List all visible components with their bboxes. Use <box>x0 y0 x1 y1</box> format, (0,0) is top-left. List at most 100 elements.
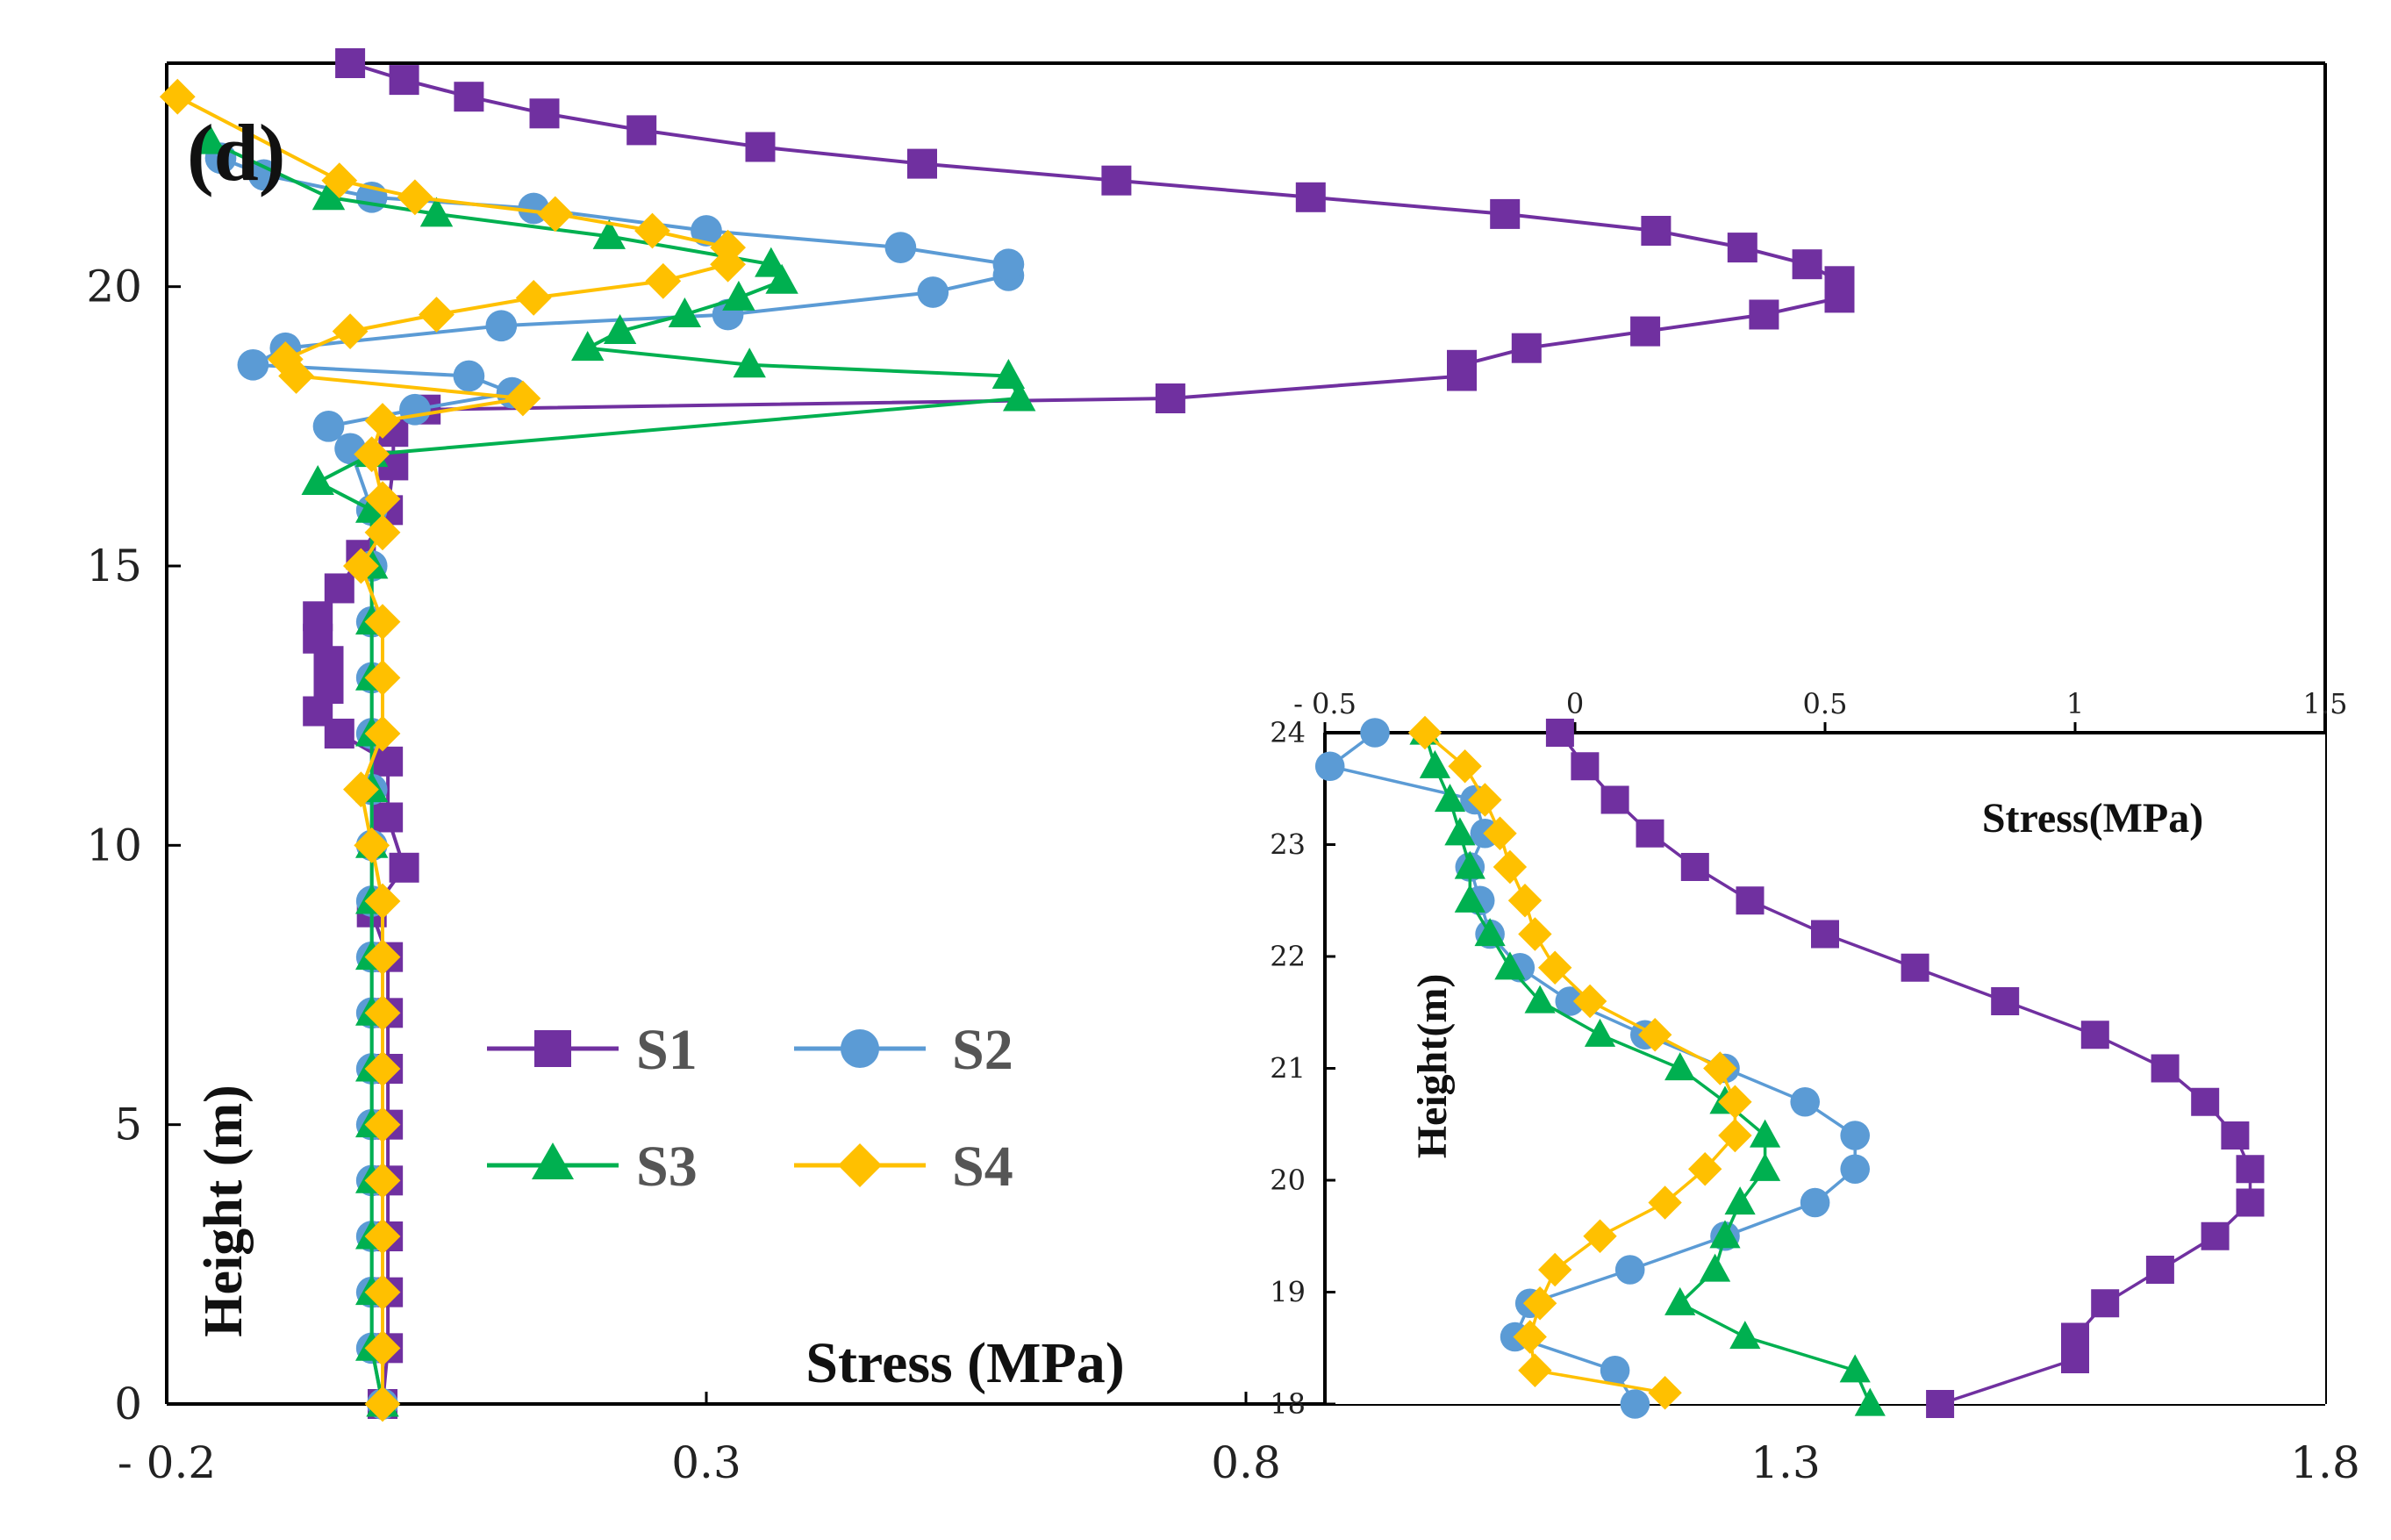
main-point-s2 <box>485 310 518 342</box>
inset-point-s1 <box>1680 853 1709 881</box>
inset-point-s4 <box>1522 1286 1557 1321</box>
main-point-s1 <box>1447 349 1477 380</box>
inset-point-s2 <box>1314 751 1345 782</box>
inset-point-s2 <box>1840 1121 1870 1150</box>
inset-y-tick-label: 24 <box>1270 716 1306 749</box>
legend-marker-s3 <box>532 1142 574 1179</box>
inset-point-s4 <box>1572 984 1607 1019</box>
main-x-tick-label: - 0.2 <box>118 1437 216 1488</box>
inset-x-tick-label: - 0.5 <box>1293 687 1357 720</box>
main-line-s4 <box>176 95 730 1404</box>
main-y-tick-label: 10 <box>86 820 142 870</box>
main-point-s2 <box>399 393 431 426</box>
main-y-tick-label: 0 <box>114 1379 142 1429</box>
inset-point-s3 <box>1839 1354 1871 1383</box>
inset-point-s4 <box>1648 1376 1682 1410</box>
inset-series-s4 <box>1407 715 1752 1410</box>
main-x-tick-label: 0.3 <box>671 1437 741 1488</box>
main-point-s4 <box>364 1107 401 1143</box>
legend-label-s2: S2 <box>952 1018 1013 1082</box>
main-point-s4 <box>343 548 379 584</box>
inset-y-tick-label: 19 <box>1270 1276 1306 1309</box>
main-point-s1 <box>1101 165 1132 196</box>
inset-point-s2 <box>1614 1255 1645 1285</box>
main-point-s1 <box>1824 266 1855 297</box>
inset-y-tick-label: 21 <box>1270 1052 1306 1085</box>
inset-point-s1 <box>1736 886 1765 915</box>
inset-point-s4 <box>1448 749 1482 784</box>
main-series-s3 <box>193 124 1036 1417</box>
inset-point-s2 <box>1800 1187 1830 1218</box>
inset-y-tick-label: 23 <box>1270 828 1306 862</box>
inset-point-s4 <box>1718 1085 1752 1119</box>
main-point-s4 <box>364 994 401 1031</box>
main-point-s3 <box>765 263 798 294</box>
main-point-s3 <box>193 124 226 154</box>
main-point-s3 <box>419 197 454 227</box>
main-point-s4 <box>645 262 682 299</box>
inset-point-s1 <box>2236 1155 2265 1184</box>
inset-x-tick-label: 0.5 <box>1803 687 1848 720</box>
main-point-s3 <box>755 247 788 277</box>
inset-point-s1 <box>2236 1188 2265 1217</box>
main-point-s4 <box>321 162 358 199</box>
inset-point-s4 <box>1648 1185 1682 1220</box>
inset-point-s2 <box>1555 986 1586 1016</box>
main-point-s4 <box>364 1050 401 1087</box>
main-point-s2 <box>312 410 345 442</box>
inset-point-s1 <box>1545 719 1574 747</box>
main-point-s4 <box>364 1218 401 1255</box>
inset-point-s3 <box>1750 1152 1781 1181</box>
main-point-s4 <box>505 380 541 417</box>
inset-x-axis-title: Stress(MPa) <box>1982 795 2203 842</box>
inset-y-tick-label: 18 <box>1270 1387 1306 1421</box>
main-point-s4 <box>710 229 746 266</box>
inset-point-s4 <box>1583 1219 1617 1253</box>
main-point-s1 <box>373 746 404 777</box>
inset-point-s3 <box>1724 1186 1756 1215</box>
main-point-s4 <box>354 827 390 863</box>
legend-label-s3: S3 <box>636 1135 698 1199</box>
main-point-s3 <box>301 464 334 495</box>
inset-point-s1 <box>2080 1021 2109 1049</box>
main-point-s4 <box>364 1162 401 1199</box>
main-series-s4 <box>159 78 746 1422</box>
inset-point-s2 <box>1790 1086 1820 1117</box>
inset-point-s1 <box>2191 1087 2220 1116</box>
inset-point-s1 <box>2151 1054 2180 1083</box>
legend: S1 S2 S3 S4 <box>487 1018 1013 1199</box>
inset-y-tick-label: 20 <box>1270 1164 1306 1197</box>
main-y-tick-label: 5 <box>114 1099 142 1150</box>
main-point-s2 <box>691 215 722 247</box>
main-point-s3 <box>733 347 766 378</box>
inset-x-tick-label: 0 <box>1566 687 1584 720</box>
main-point-s4 <box>537 196 574 233</box>
inset-plot: - 0.5 0 0.5 1 1.5 18 19 20 21 22 23 24 Stress(MPa)… <box>1270 687 2347 1421</box>
main-point-s4 <box>364 1386 401 1422</box>
inset-point-s1 <box>1901 953 1929 982</box>
inset-point-s3 <box>1854 1387 1886 1416</box>
inset-point-s3 <box>1494 951 1526 980</box>
main-point-s2 <box>917 276 949 308</box>
main-point-s4 <box>634 212 670 249</box>
main-point-s1 <box>1630 316 1661 347</box>
legend-entry-s3: S3 <box>487 1135 698 1199</box>
main-point-s4 <box>364 659 401 696</box>
inset-point-s1 <box>2145 1256 2174 1284</box>
main-point-s4 <box>267 341 304 377</box>
main-point-s1 <box>529 98 560 129</box>
main-point-s3 <box>311 180 346 211</box>
main-point-s1 <box>626 115 657 146</box>
main-y-tick-label: 15 <box>86 541 142 591</box>
legend-label-s4: S4 <box>952 1135 1013 1199</box>
inset-point-s3 <box>1524 985 1556 1014</box>
main-x-tick-label: 1.3 <box>1750 1437 1821 1488</box>
main-point-s4 <box>364 403 401 439</box>
inset-point-s4 <box>1483 816 1517 850</box>
inset-y-axis-title: Height(m) <box>1409 974 1456 1159</box>
main-point-s4 <box>354 436 390 473</box>
main-point-s4 <box>364 514 401 551</box>
inset-point-s1 <box>2061 1322 2089 1351</box>
inset-series-s1 <box>1545 719 2265 1418</box>
